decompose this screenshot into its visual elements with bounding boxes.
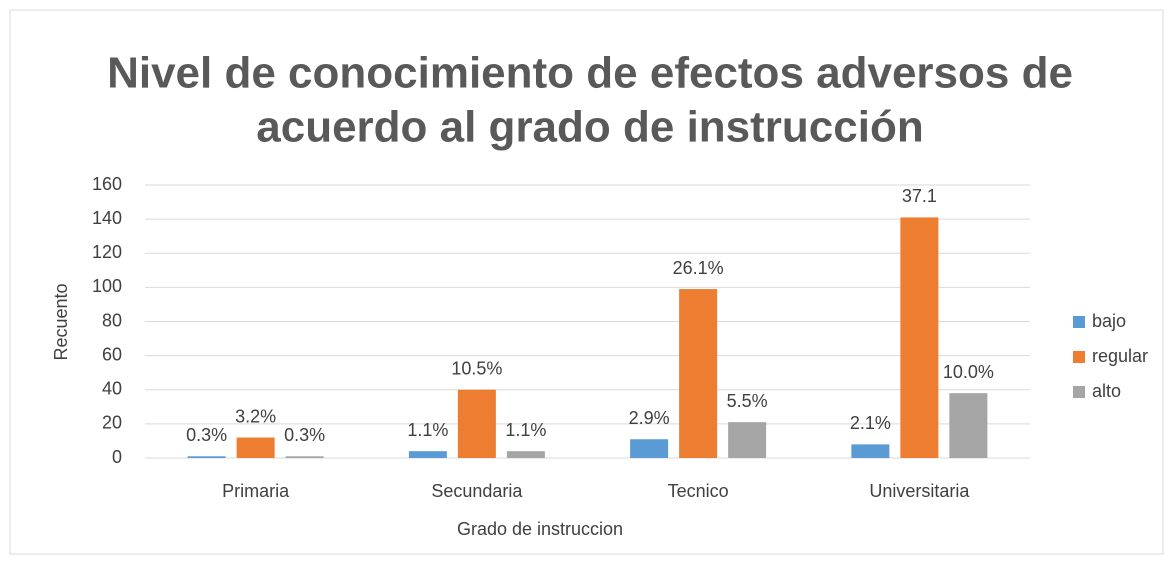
- bar: [457, 389, 496, 458]
- y-tick-label: 40: [102, 379, 122, 399]
- y-tick-label: 20: [102, 413, 122, 433]
- data-label: 26.1%: [673, 258, 724, 278]
- bar: [851, 444, 890, 458]
- x-tick-label: Universitaria: [869, 481, 970, 501]
- x-axis-title: Grado de instruccion: [457, 519, 623, 539]
- y-tick-label: 80: [102, 310, 122, 330]
- data-label: 10.0%: [943, 362, 994, 382]
- y-tick-label: 60: [102, 344, 122, 364]
- y-axis-title: Recuento: [51, 283, 71, 360]
- legend-swatch: [1073, 351, 1085, 363]
- legend-label: regular: [1092, 346, 1148, 366]
- data-label: 1.1%: [407, 420, 448, 440]
- y-tick-label: 100: [92, 276, 122, 296]
- data-label: 10.5%: [451, 359, 502, 379]
- x-tick-label: Secundaria: [431, 481, 523, 501]
- chart-title: Nivel de conocimiento de efectos adverso…: [107, 49, 1073, 98]
- bar: [630, 439, 669, 458]
- bar: [236, 437, 275, 458]
- bar: [949, 393, 988, 458]
- legend-swatch: [1073, 316, 1085, 328]
- data-label: 3.2%: [235, 406, 276, 426]
- bar: [187, 456, 226, 458]
- y-tick-label: 140: [92, 208, 122, 228]
- data-label: 0.3%: [186, 425, 227, 445]
- chart-title: acuerdo al grado de instrucción: [256, 103, 923, 152]
- x-tick-label: Tecnico: [668, 481, 729, 501]
- legend-swatch: [1073, 386, 1085, 398]
- data-label: 2.9%: [629, 408, 670, 428]
- y-tick-label: 120: [92, 242, 122, 262]
- chart-frame: [9, 9, 1164, 555]
- y-tick-label: 160: [92, 174, 122, 194]
- bar: [506, 451, 545, 458]
- bar: [408, 451, 447, 458]
- y-tick-label: 0: [112, 447, 122, 467]
- data-label: 1.1%: [505, 420, 546, 440]
- bar: [285, 456, 324, 458]
- data-label: 5.5%: [727, 391, 768, 411]
- bar: [728, 422, 767, 458]
- bar: [900, 217, 939, 458]
- bar: [679, 289, 718, 458]
- data-label: 2.1%: [850, 413, 891, 433]
- data-label: 0.3%: [284, 425, 325, 445]
- legend-label: bajo: [1092, 311, 1126, 331]
- data-label: 37.1: [902, 186, 937, 206]
- legend-label: alto: [1092, 381, 1121, 401]
- x-tick-label: Primaria: [222, 481, 290, 501]
